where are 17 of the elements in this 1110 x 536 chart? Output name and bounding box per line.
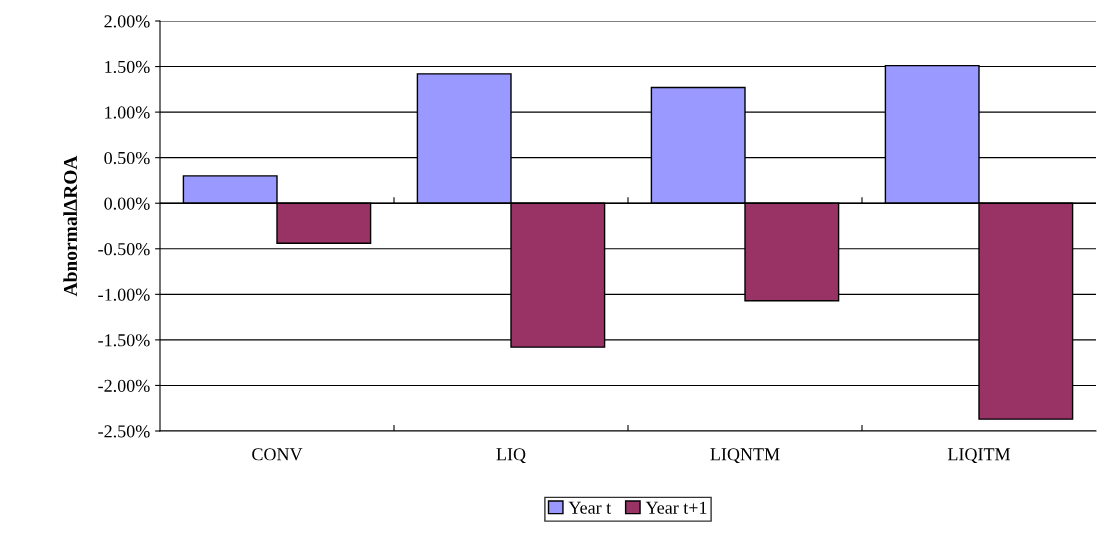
x-tick-label: LIQ [496, 448, 526, 464]
y-tick-label: -0.50% [98, 243, 150, 256]
y-tick-label: -1.00% [98, 288, 150, 301]
y-tick-label: -2.00% [98, 379, 150, 392]
x-tick-label: CONV [252, 448, 303, 461]
x-tick-label: LIQNTM [710, 448, 780, 464]
y-axis-title: AbnormalΔROA [63, 155, 78, 297]
y-tick-label: -2.50% [98, 425, 150, 438]
y-tick-label: 0.00% [104, 197, 150, 210]
y-tick-label: 1.50% [105, 60, 150, 74]
y-tick-label: 2.00% [104, 15, 150, 28]
legend-label: Year t [568, 501, 612, 514]
y-tick-label: 1.00% [105, 106, 150, 119]
x-tick-label: LIQITM [947, 448, 1011, 464]
y-tick-label: 0.50% [104, 151, 150, 165]
legend-label: Year t+1 [645, 501, 707, 514]
y-tick-label: -1.50% [98, 334, 150, 347]
